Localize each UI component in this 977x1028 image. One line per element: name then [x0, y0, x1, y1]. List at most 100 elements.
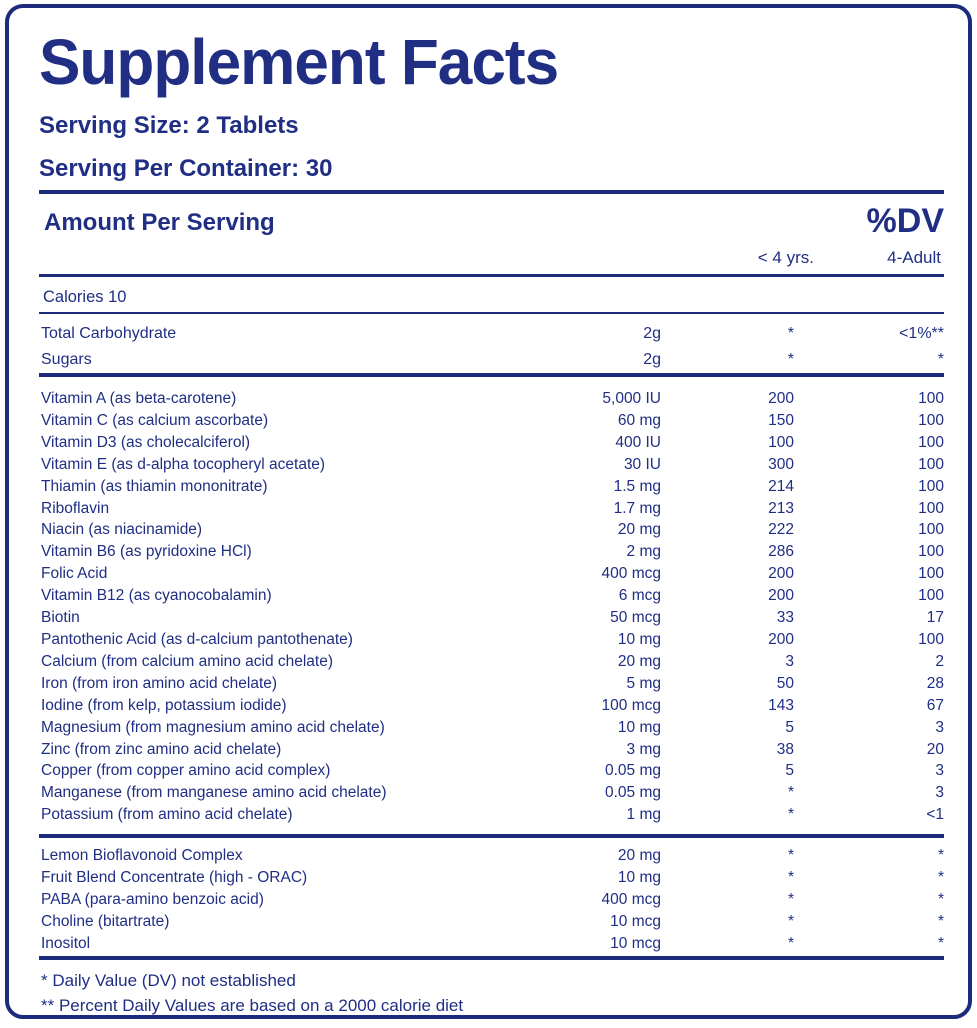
- adult-dv-value: 100: [918, 390, 944, 407]
- age-column-headers: < 4 yrs. 4-Adult: [39, 247, 944, 268]
- adult-dv-value: 100: [918, 521, 944, 539]
- adult-dv-value: 3: [935, 784, 944, 802]
- under-4yrs-value: *: [787, 847, 794, 865]
- nutrient-amount: 10 mcg: [610, 934, 661, 952]
- adult-dv-value: <1%**: [899, 325, 944, 342]
- nutrient-name: Copper (from copper amino acid complex): [41, 762, 331, 780]
- under-4yrs-value: *: [787, 934, 794, 952]
- under-4yrs-value: 5: [785, 762, 794, 780]
- nutrient-row: Vitamin B12 (as cyanocobalamin) 6 mcg 200 1…: [39, 585, 944, 607]
- nutrient-row: Pantothenic Acid (as d-calcium pantothen…: [39, 629, 944, 651]
- adult-dv-value: 20: [926, 740, 944, 758]
- nutrient-row: Biotin 50 mcg 33 17: [39, 607, 944, 629]
- adult-dv-value: *: [937, 351, 944, 368]
- under-4yrs-value: 200: [768, 390, 794, 407]
- under-4yrs-value: *: [787, 806, 794, 824]
- under-4yrs-value: 3: [785, 652, 794, 670]
- nutrient-name: Manganese (from manganese amino acid che…: [41, 784, 387, 802]
- nutrient-name: Thiamin (as thiamin mononitrate): [41, 477, 268, 495]
- nutrient-name: Calcium (from calcium amino acid chelate…: [41, 652, 334, 670]
- nutrient-name: Total Carbohydrate: [41, 325, 177, 342]
- nutrient-row: Vitamin B6 (as pyridoxine HCl) 2 mg 286 100: [39, 541, 944, 563]
- under-4yrs-value: *: [787, 890, 794, 908]
- amount-per-serving-header: Amount Per Serving: [44, 209, 275, 236]
- under-4yrs-value: *: [787, 784, 794, 802]
- under-4yrs-value: *: [787, 912, 794, 930]
- nutrient-row: Magnesium (from magnesium amino acid che…: [39, 717, 944, 739]
- nutrient-amount: 20 mg: [617, 847, 661, 865]
- adult-dv-value: 2: [935, 652, 944, 670]
- divider-medium: [39, 274, 944, 277]
- nutrient-name: Lemon Bioflavonoid Complex: [41, 847, 243, 865]
- nutrient-name: Zinc (from zinc amino acid chelate): [41, 740, 282, 758]
- nutrient-row: Potassium (from amino acid chelate) 1 mg *…: [39, 804, 944, 826]
- under-4yrs-value: 200: [768, 565, 794, 583]
- under-4yrs-value: 200: [768, 587, 794, 605]
- nutrient-amount: 400 mcg: [601, 890, 661, 908]
- nutrient-amount: 400 mcg: [601, 565, 661, 583]
- divider-thick: [39, 190, 944, 194]
- nutrient-name: Sugars: [41, 351, 92, 368]
- adult-dv-value: 3: [935, 762, 944, 780]
- divider-thick: [39, 834, 944, 839]
- adult-dv-value: *: [937, 890, 944, 908]
- nutrient-amount: 20 mg: [617, 652, 661, 670]
- under-4yrs-value: 50: [776, 674, 794, 692]
- nutrient-name: Pantothenic Acid (as d-calcium pantothen…: [41, 630, 353, 648]
- nutrient-amount: 10 mcg: [610, 912, 661, 930]
- nutrient-row: PABA (para-amino benzoic acid) 400 mcg * *: [39, 889, 944, 911]
- nutrient-row: Vitamin E (as d-alpha tocopheryl acetate…: [39, 454, 944, 476]
- under-4yrs-value: 150: [768, 411, 794, 429]
- nutrient-name: Niacin (as niacinamide): [41, 521, 203, 539]
- nutrient-amount: 5 mg: [626, 674, 661, 692]
- nutrient-amount: 6 mcg: [618, 587, 661, 605]
- nutrient-row: Riboflavin 1.7 mg 213 100: [39, 498, 944, 520]
- nutrient-name: Vitamin C (as calcium ascorbate): [41, 411, 269, 429]
- nutrient-row: Total Carbohydrate 2g * <1%**: [39, 321, 944, 347]
- nutrient-amount: 10 mg: [617, 869, 661, 887]
- nutrient-row: Vitamin A (as beta-carotene) 5,000 IU 200 1…: [39, 388, 944, 410]
- supplement-facts-label: Supplement Facts Serving Size: 2 Tablets…: [5, 4, 972, 1019]
- serving-size: Serving Size: 2 Tablets: [39, 112, 299, 139]
- nutrient-name: Vitamin B6 (as pyridoxine HCl): [41, 543, 252, 561]
- adult-dv-value: 67: [926, 696, 944, 714]
- nutrient-name: PABA (para-amino benzoic acid): [41, 890, 264, 908]
- adult-dv-value: *: [937, 912, 944, 930]
- nutrient-row: Folic Acid 400 mcg 200 100: [39, 563, 944, 585]
- column-header-under-4yrs: < 4 yrs.: [757, 248, 814, 267]
- adult-dv-value: 28: [926, 674, 944, 692]
- other-ingredient-rows: Lemon Bioflavonoid Complex 20 mg * * Fruit B…: [39, 845, 944, 955]
- nutrient-name: Vitamin D3 (as cholecalciferol): [41, 433, 251, 451]
- nutrient-amount: 0.05 mg: [604, 762, 661, 780]
- footnote-percent-dv-basis: ** Percent Daily Values are based on a 2…: [41, 995, 464, 1015]
- nutrient-amount: 20 mg: [617, 521, 661, 539]
- label-title: Supplement Facts: [39, 26, 559, 98]
- nutrient-name: Choline (bitartrate): [41, 912, 170, 930]
- adult-dv-value: 100: [918, 630, 944, 648]
- nutrient-row: Inositol 10 mcg * *: [39, 933, 944, 955]
- nutrient-name: Inositol: [41, 934, 91, 952]
- nutrient-row: Lemon Bioflavonoid Complex 20 mg * *: [39, 845, 944, 867]
- nutrient-name: Iron (from iron amino acid chelate): [41, 674, 278, 692]
- nutrient-row: Calcium (from calcium amino acid chelate…: [39, 651, 944, 673]
- footnotes: * Daily Value (DV) not established ** Pe…: [39, 968, 944, 1015]
- nutrient-amount: 10 mg: [617, 630, 661, 648]
- under-4yrs-value: 200: [768, 630, 794, 648]
- nutrient-amount: 100 mcg: [601, 696, 661, 714]
- under-4yrs-value: *: [787, 351, 794, 368]
- nutrient-name: Riboflavin: [41, 499, 110, 517]
- under-4yrs-value: 286: [768, 543, 794, 561]
- nutrient-row: Vitamin D3 (as cholecalciferol) 400 IU 100…: [39, 432, 944, 454]
- nutrient-row: Manganese (from manganese amino acid che…: [39, 782, 944, 804]
- nutrient-name: Magnesium (from magnesium amino acid che…: [41, 718, 385, 736]
- nutrient-name: Vitamin B12 (as cyanocobalamin): [41, 587, 272, 605]
- under-4yrs-value: 5: [785, 718, 794, 736]
- nutrient-amount: 30 IU: [623, 455, 661, 473]
- nutrient-amount: 60 mg: [617, 411, 661, 429]
- under-4yrs-value: 213: [768, 499, 794, 517]
- adult-dv-value: 100: [918, 477, 944, 495]
- divider-thin: [39, 312, 944, 314]
- nutrient-row: Niacin (as niacinamide) 20 mg 222 100: [39, 519, 944, 541]
- nutrient-amount: 2g: [643, 325, 661, 342]
- adult-dv-value: 17: [926, 609, 944, 627]
